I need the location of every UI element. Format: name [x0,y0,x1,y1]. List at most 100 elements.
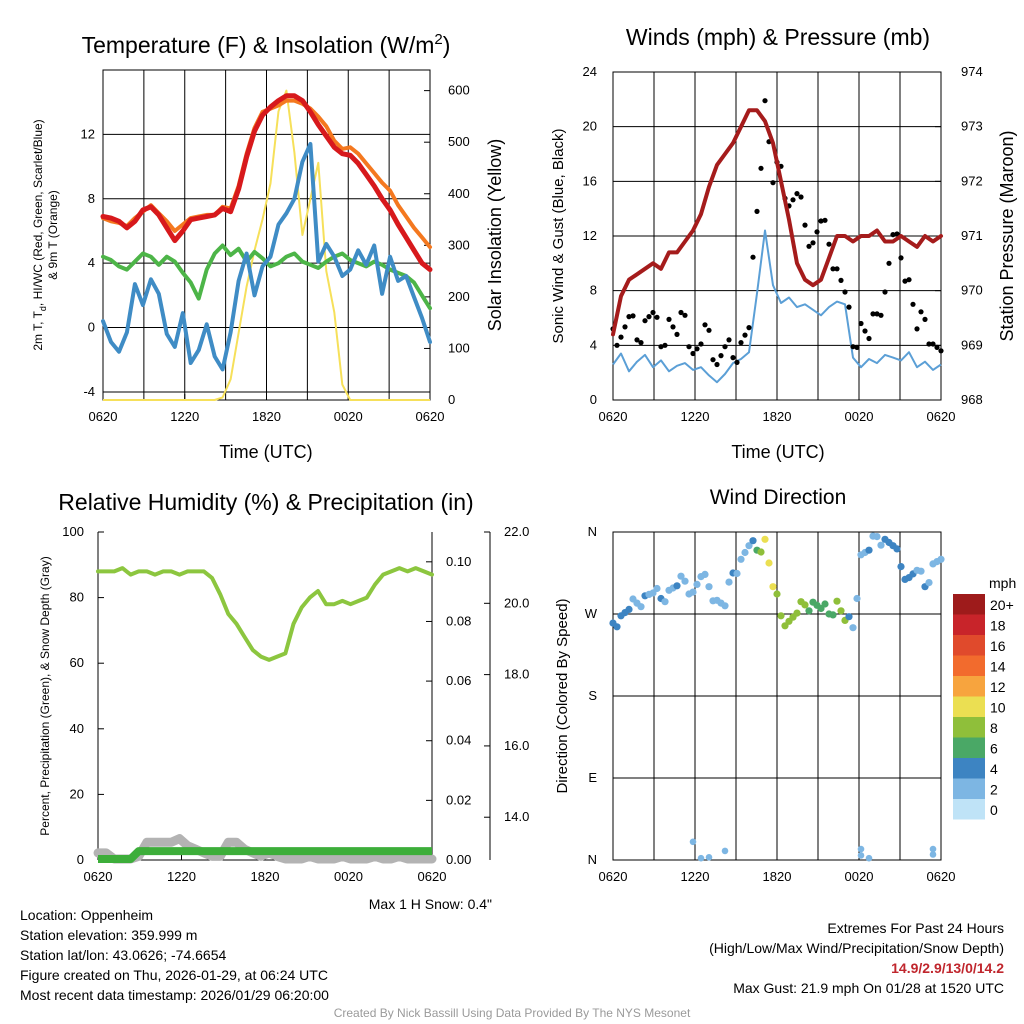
direction-point [929,845,937,853]
y-right-tick-label: 971 [961,228,983,243]
colorbar-swatch [953,737,985,758]
gust-point [754,208,760,214]
direction-point [873,533,881,541]
gust-point [698,341,704,347]
gust-point [878,312,884,318]
y-right-tick-label: 0.08 [446,613,471,628]
gust-point [694,346,700,352]
y-right-tick-label: 400 [448,186,470,201]
x-tick-label: 1820 [763,409,792,424]
x-tick-label: 1220 [167,869,196,884]
gust-point [910,301,916,307]
gust-point [858,320,864,327]
y-right-axis-label: Station Pressure (Maroon) [997,130,1017,341]
y-tick-label: 60 [70,655,84,670]
gust-point [642,318,648,324]
chart-title: Wind Direction [710,486,847,509]
colorbar-swatch [953,655,985,676]
direction-point [805,607,813,615]
gust-point [630,313,636,319]
gust-point [722,344,728,350]
y-tick-label: 100 [62,524,84,539]
colorbar-swatch [953,594,985,615]
y-tick-label: 24 [583,64,597,79]
y-right-tick-label: 0.04 [446,733,471,748]
gust-point [834,266,840,272]
elevation-text: Station elevation: 359.999 m [20,927,198,943]
direction-point [865,546,873,554]
gust-point [650,309,656,316]
colorbar-swatch [953,717,985,738]
direction-point [725,578,733,586]
y-right-tick-label: 973 [961,119,983,134]
y-right-tick-label: 0 [448,392,455,407]
direction-point [705,854,713,861]
x-tick-label: 0620 [89,409,118,424]
gust-point [702,322,708,328]
direction-point [837,607,845,615]
gust-point [710,357,716,363]
gust-point [626,314,632,320]
y-right-tick-label: 972 [961,173,983,188]
insolation-line [103,89,430,401]
x-tick-label: 1220 [170,409,199,424]
direction-point [765,559,773,567]
y-right-tick-label: 0.10 [446,554,471,569]
x-tick-label: 0620 [418,869,447,884]
x-tick-label: 0020 [334,409,363,424]
y-tick-label: S [588,688,597,703]
direction-point [721,602,729,610]
gust-point [674,331,680,337]
y-right-tick-label: 300 [448,237,470,252]
gust-point [618,334,624,340]
y-axis-label-line2: & 9m T (Orange) [46,190,60,280]
x-axis-label: Time (UTC) [219,442,312,462]
chart-title: Winds (mph) & Pressure (mb) [626,24,930,50]
gust-point [758,165,764,171]
direction-point [677,572,685,580]
colorbar-label: 0 [990,802,998,818]
gust-point [938,348,944,354]
direction-point [821,600,829,608]
colorbar-swatch [953,635,985,656]
y-right-tick-label: 969 [961,337,983,352]
snow-footnote: Max 1 H Snow: 0.4" [369,896,492,912]
snow-tick-label: 20.0 [504,595,529,610]
extremes-title: Extremes For Past 24 Hours [827,920,1004,936]
direction-point [853,594,861,603]
y-tick-label: 40 [70,721,84,736]
direction-point [801,601,809,609]
gust-point [742,332,748,338]
direction-point [849,624,857,632]
latlon-text: Station lat/lon: 43.0626; -74.6654 [20,947,227,963]
gust-point [690,350,696,357]
gust-point [830,266,836,272]
gust-point [798,194,804,200]
y-right-tick-label: 968 [961,392,983,407]
direction-point [749,537,757,545]
gust-point [870,311,876,317]
rh-line [96,566,434,662]
y-axis-label: Sonic Wind & Gust (Blue, Black) [550,128,567,343]
y-tick-label: 12 [81,126,95,141]
direction-point [637,603,645,611]
snow-tick-label: 16.0 [504,738,529,753]
colorbar-swatch [953,696,985,717]
x-tick-label: 1820 [252,409,281,424]
x-tick-label: 0620 [927,869,956,884]
series-line-hi-wc [101,142,432,372]
direction-point [653,584,661,593]
x-tick-label: 0620 [599,869,628,884]
y-tick-label: 16 [583,173,597,188]
y-tick-label: 8 [590,283,597,298]
gust-point [678,309,684,316]
direction-point [845,613,853,621]
direction-point [721,847,729,855]
gust-point [882,289,888,295]
gust-point [874,311,880,317]
location-text: Location: Oppenheim [20,907,154,923]
colorbar-label: 6 [990,741,998,757]
gust-point [622,324,628,330]
gust-point [706,327,712,333]
